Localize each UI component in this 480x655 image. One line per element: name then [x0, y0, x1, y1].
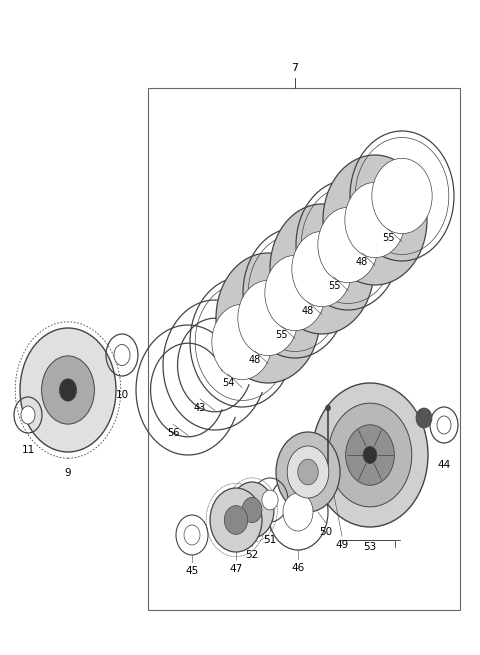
Ellipse shape — [325, 405, 331, 411]
Ellipse shape — [276, 432, 340, 512]
Ellipse shape — [184, 525, 200, 545]
Text: 9: 9 — [65, 468, 72, 478]
Text: 50: 50 — [319, 527, 333, 537]
Text: 44: 44 — [437, 460, 451, 470]
Ellipse shape — [212, 305, 272, 380]
Text: 43: 43 — [194, 403, 206, 413]
Text: 11: 11 — [22, 445, 35, 455]
Text: 46: 46 — [291, 563, 305, 573]
Ellipse shape — [372, 159, 432, 234]
Text: 48: 48 — [356, 257, 368, 267]
Text: 45: 45 — [185, 566, 199, 576]
Ellipse shape — [292, 231, 352, 307]
Ellipse shape — [224, 506, 248, 534]
Ellipse shape — [262, 490, 278, 510]
Text: 48: 48 — [302, 306, 314, 316]
Ellipse shape — [114, 345, 130, 365]
Ellipse shape — [42, 356, 95, 424]
Ellipse shape — [312, 383, 428, 527]
Ellipse shape — [318, 207, 378, 283]
Ellipse shape — [345, 182, 405, 257]
Text: 7: 7 — [291, 63, 299, 73]
Text: 49: 49 — [336, 540, 348, 550]
Text: 55: 55 — [382, 233, 394, 243]
Ellipse shape — [346, 424, 395, 485]
Ellipse shape — [230, 482, 274, 538]
Text: 54: 54 — [222, 378, 234, 388]
Text: 53: 53 — [363, 542, 377, 552]
Ellipse shape — [265, 255, 325, 331]
Ellipse shape — [363, 446, 377, 464]
Text: 55: 55 — [275, 330, 287, 340]
Text: 52: 52 — [245, 550, 259, 560]
Ellipse shape — [60, 379, 77, 401]
Text: 48: 48 — [249, 355, 261, 365]
Text: 55: 55 — [328, 281, 340, 291]
Ellipse shape — [270, 204, 374, 334]
Ellipse shape — [21, 406, 35, 424]
Ellipse shape — [283, 493, 313, 531]
Text: 10: 10 — [115, 390, 129, 400]
Ellipse shape — [242, 497, 262, 523]
Text: 47: 47 — [229, 564, 242, 574]
Ellipse shape — [238, 280, 298, 356]
Ellipse shape — [216, 253, 320, 383]
Ellipse shape — [437, 416, 451, 434]
Ellipse shape — [20, 328, 116, 452]
Ellipse shape — [416, 408, 432, 428]
Ellipse shape — [298, 459, 318, 485]
Ellipse shape — [323, 155, 427, 285]
Text: 56: 56 — [167, 428, 179, 438]
Ellipse shape — [287, 446, 329, 498]
Text: 51: 51 — [264, 535, 276, 545]
Ellipse shape — [328, 403, 412, 507]
Ellipse shape — [210, 488, 262, 552]
